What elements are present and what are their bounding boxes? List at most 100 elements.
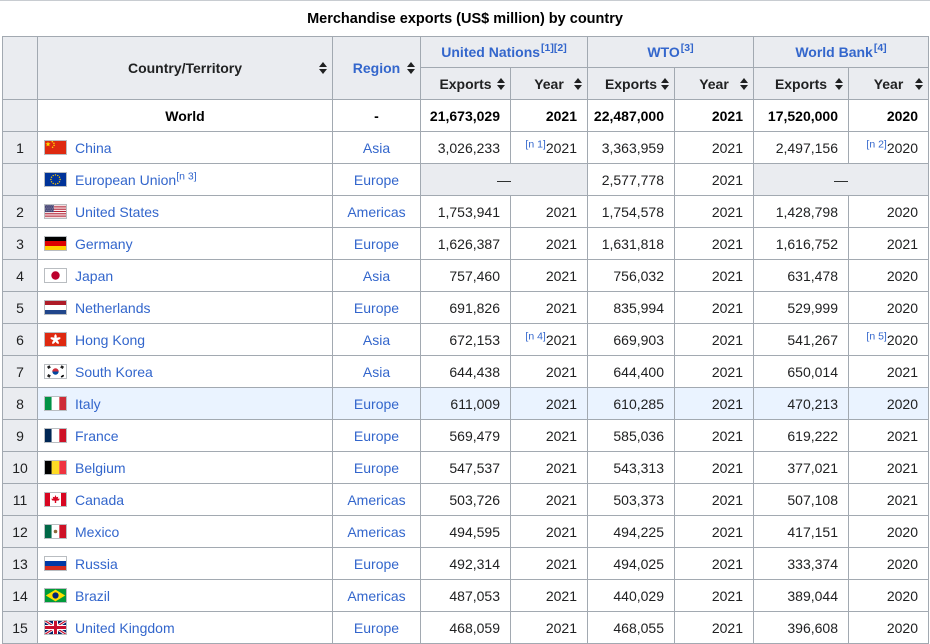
wto-year-header[interactable]: Year xyxy=(674,67,754,100)
sort-icon[interactable] xyxy=(407,62,415,74)
country-link-brazil[interactable]: Brazil xyxy=(75,587,111,604)
region-link-europe[interactable]: Europe xyxy=(353,619,400,636)
region-link-americas[interactable]: Americas xyxy=(347,523,406,540)
rank-cell xyxy=(2,99,38,132)
wto-exports-cell: 644,400 xyxy=(587,355,675,388)
region-link-americas[interactable]: Americas xyxy=(347,587,406,604)
region-link-americas[interactable]: Americas xyxy=(347,203,406,220)
region-link-europe[interactable]: Europe xyxy=(353,395,400,412)
region-cell: Americas xyxy=(332,483,421,516)
country-link-south-korea[interactable]: South Korea xyxy=(75,363,153,380)
flag-icon-belgium xyxy=(44,459,67,475)
region-link-asia[interactable]: Asia xyxy=(362,267,391,284)
footnote-marker[interactable]: [n 4] xyxy=(525,329,546,342)
wb-exports-cell: 631,478 xyxy=(753,259,849,292)
region-link-europe[interactable]: Europe xyxy=(353,459,400,476)
country-link-united-states[interactable]: United States xyxy=(75,203,160,220)
wto-year-cell: 2021 xyxy=(674,611,754,644)
country-column-header[interactable]: Country/Territory xyxy=(37,36,333,100)
united-nations-year-header[interactable]: Year xyxy=(510,67,588,100)
country-link-germany[interactable]: Germany xyxy=(75,235,133,252)
country-link-japan[interactable]: Japan xyxy=(75,267,114,284)
wto-year-cell: 2021 xyxy=(674,291,754,324)
country-link-european-union[interactable]: European Union xyxy=(75,171,177,188)
country-link-russia[interactable]: Russia xyxy=(75,555,118,572)
wb-year-cell: 2020 xyxy=(848,259,929,292)
footnote-marker[interactable]: [n 2] xyxy=(866,137,887,150)
country-cell: United Kingdom xyxy=(37,611,333,644)
reference-marker[interactable]: [4] xyxy=(873,42,887,55)
wto-link[interactable]: WTO xyxy=(647,44,680,60)
flag-icon-italy xyxy=(44,395,67,411)
wto-year-cell: 2021 xyxy=(674,259,754,292)
country-row-japan: 4 Japan Asia 757,460 2021 756,032 2021 631,478 2… xyxy=(2,259,929,292)
wto-exports-header[interactable]: Exports xyxy=(587,67,675,100)
country-cell: South Korea xyxy=(37,355,333,388)
world-bank-year-header[interactable]: Year xyxy=(848,67,929,100)
country-link-belgium[interactable]: Belgium xyxy=(75,459,126,476)
country-link-china[interactable]: China xyxy=(75,139,112,156)
un-year-cell: 2021 xyxy=(510,99,588,132)
region-column-link[interactable]: Region xyxy=(352,60,401,76)
country-link-france[interactable]: France xyxy=(75,427,119,444)
region-link-europe[interactable]: Europe xyxy=(353,299,400,316)
region-link-europe[interactable]: Europe xyxy=(353,555,400,572)
un-exports-cell: 569,479 xyxy=(420,419,511,452)
country-row-hong-kong: 6 Hong Kong Asia 672,153 [n 4]2021 669,903 202… xyxy=(2,323,929,356)
country-link-mexico[interactable]: Mexico xyxy=(75,523,120,540)
country-cell: Belgium xyxy=(37,451,333,484)
country-link-hong-kong[interactable]: Hong Kong xyxy=(75,331,146,348)
sort-icon[interactable] xyxy=(497,77,505,90)
sort-icon[interactable] xyxy=(835,77,843,90)
region-column-header[interactable]: Region xyxy=(332,36,421,100)
region-cell: Europe xyxy=(332,227,421,260)
flag-icon-south-korea xyxy=(44,363,67,379)
country-link-italy[interactable]: Italy xyxy=(75,395,101,412)
country-link-canada[interactable]: Canada xyxy=(75,491,125,508)
region-link-americas[interactable]: Americas xyxy=(347,491,406,508)
region-link-europe[interactable]: Europe xyxy=(353,427,400,444)
un-exports-cell: 644,438 xyxy=(420,355,511,388)
year-header-label: Year xyxy=(699,75,729,92)
un-year-cell: [n 1]2021 xyxy=(510,131,588,164)
sort-icon[interactable] xyxy=(661,77,669,90)
region-link-europe[interactable]: Europe xyxy=(353,171,400,188)
region-cell: Asia xyxy=(332,355,421,388)
wb-year-cell: [n 5]2020 xyxy=(848,323,929,356)
country-link-united-kingdom[interactable]: United Kingdom xyxy=(75,619,175,636)
united-nations-link[interactable]: United Nations xyxy=(441,44,541,60)
reference-marker[interactable]: [1][2] xyxy=(541,42,567,55)
sort-icon[interactable] xyxy=(740,77,748,90)
flag-icon-brazil xyxy=(44,587,67,603)
region-link-europe[interactable]: Europe xyxy=(353,235,400,252)
region-link-asia[interactable]: Asia xyxy=(362,139,391,156)
sort-icon[interactable] xyxy=(319,62,327,74)
sort-icon[interactable] xyxy=(915,77,923,90)
wto-exports-cell: 756,032 xyxy=(587,259,675,292)
un-exports-cell: 1,753,941 xyxy=(420,195,511,228)
region-link-asia[interactable]: Asia xyxy=(362,331,391,348)
reference-marker[interactable]: [3] xyxy=(680,42,694,55)
wto-exports-cell: 1,631,818 xyxy=(587,227,675,260)
wb-year-cell: 2021 xyxy=(848,227,929,260)
country-link-netherlands[interactable]: Netherlands xyxy=(75,299,151,316)
footnote-marker[interactable]: [n 1] xyxy=(525,137,546,150)
merchandise-exports-table: Country/Territory Region United Nations[… xyxy=(2,36,929,644)
sort-icon[interactable] xyxy=(574,77,582,90)
flag-icon-hong-kong xyxy=(44,331,67,347)
united-nations-exports-header[interactable]: Exports xyxy=(420,67,511,100)
rank-cell: 1 xyxy=(2,131,38,164)
world-bank-exports-header[interactable]: Exports xyxy=(753,67,849,100)
world-bank-link[interactable]: World Bank xyxy=(795,44,873,60)
flag-icon-germany xyxy=(44,235,67,251)
footnote-marker[interactable]: [n 5] xyxy=(866,329,887,342)
wto-year-cell: 2021 xyxy=(674,131,754,164)
wb-year-cell: 2020 xyxy=(848,515,929,548)
wb-exports-cell: 389,044 xyxy=(753,579,849,612)
footnote-marker[interactable]: [n 3] xyxy=(176,169,197,182)
rank-cell: 10 xyxy=(2,451,38,484)
rank-cell: 8 xyxy=(2,387,38,420)
region-link-asia[interactable]: Asia xyxy=(362,363,391,380)
exports-header-label: Exports xyxy=(604,75,658,92)
un-exports-cell: 672,153 xyxy=(420,323,511,356)
